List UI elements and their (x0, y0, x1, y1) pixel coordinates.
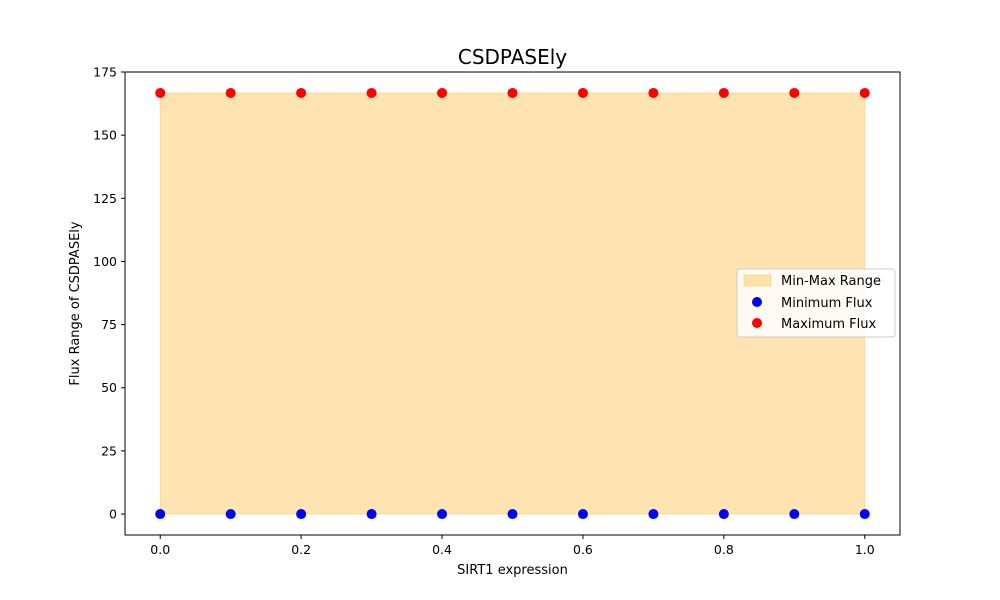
legend: Min-Max Range Minimum Flux Maximum Flux (736, 268, 896, 338)
maximum-flux-point (225, 87, 236, 98)
y-tick-label: 75 (101, 317, 117, 332)
x-tick-label: 0.2 (291, 542, 311, 557)
minimum-flux-point (437, 509, 448, 520)
minimum-flux-point (789, 509, 800, 520)
maximum-flux-point (789, 87, 800, 98)
legend-marker-maximum-flux (752, 318, 762, 328)
minimum-flux-point (718, 509, 729, 520)
x-tick-label: 0.0 (150, 542, 170, 557)
legend-label-maximum-flux: Maximum Flux (781, 317, 877, 332)
y-tick-label: 0 (109, 507, 117, 522)
legend-label-minimum-flux: Minimum Flux (781, 296, 873, 311)
y-tick-label: 25 (101, 443, 117, 458)
x-axis-ticks: 0.0 0.2 0.4 0.6 0.8 1.0 (150, 535, 875, 557)
y-tick-label: 125 (93, 191, 117, 206)
minimum-flux-point (155, 509, 166, 520)
maximum-flux-point (648, 87, 659, 98)
x-tick-label: 0.8 (714, 542, 734, 557)
maximum-flux-point (366, 87, 377, 98)
maximum-flux-point (507, 87, 518, 98)
legend-marker-minimum-flux (752, 297, 762, 307)
y-axis-ticks: 0 25 50 75 100 125 150 175 (93, 65, 125, 522)
minimum-flux-point (577, 509, 588, 520)
maximum-flux-point (577, 87, 588, 98)
chart-title: CSDPASEly (458, 45, 567, 69)
y-tick-label: 100 (93, 254, 117, 269)
minimum-flux-point (296, 509, 307, 520)
x-tick-label: 0.6 (573, 542, 593, 557)
y-tick-label: 50 (101, 380, 117, 395)
maximum-flux-point (155, 87, 166, 98)
plot-frame (124, 71, 901, 536)
y-tick-label: 175 (93, 65, 117, 80)
maximum-flux-point (859, 87, 870, 98)
minimum-flux-point (648, 509, 659, 520)
x-tick-label: 0.4 (432, 542, 452, 557)
y-axis-label: Flux Range of CSDPASEly (68, 221, 83, 385)
minimum-flux-point (225, 509, 236, 520)
maximum-flux-point (718, 87, 729, 98)
data-points (155, 87, 870, 520)
x-axis-label: SIRT1 expression (457, 563, 568, 578)
maximum-flux-point (437, 87, 448, 98)
minimum-flux-point (366, 509, 377, 520)
minimum-flux-point (507, 509, 518, 520)
legend-box (736, 268, 896, 338)
minimum-flux-point (859, 509, 870, 520)
legend-swatch-min-max-range (743, 274, 772, 287)
y-tick-label: 150 (93, 128, 117, 143)
x-tick-label: 1.0 (855, 542, 875, 557)
maximum-flux-point (296, 87, 307, 98)
legend-label-min-max-range: Min-Max Range (781, 274, 881, 289)
